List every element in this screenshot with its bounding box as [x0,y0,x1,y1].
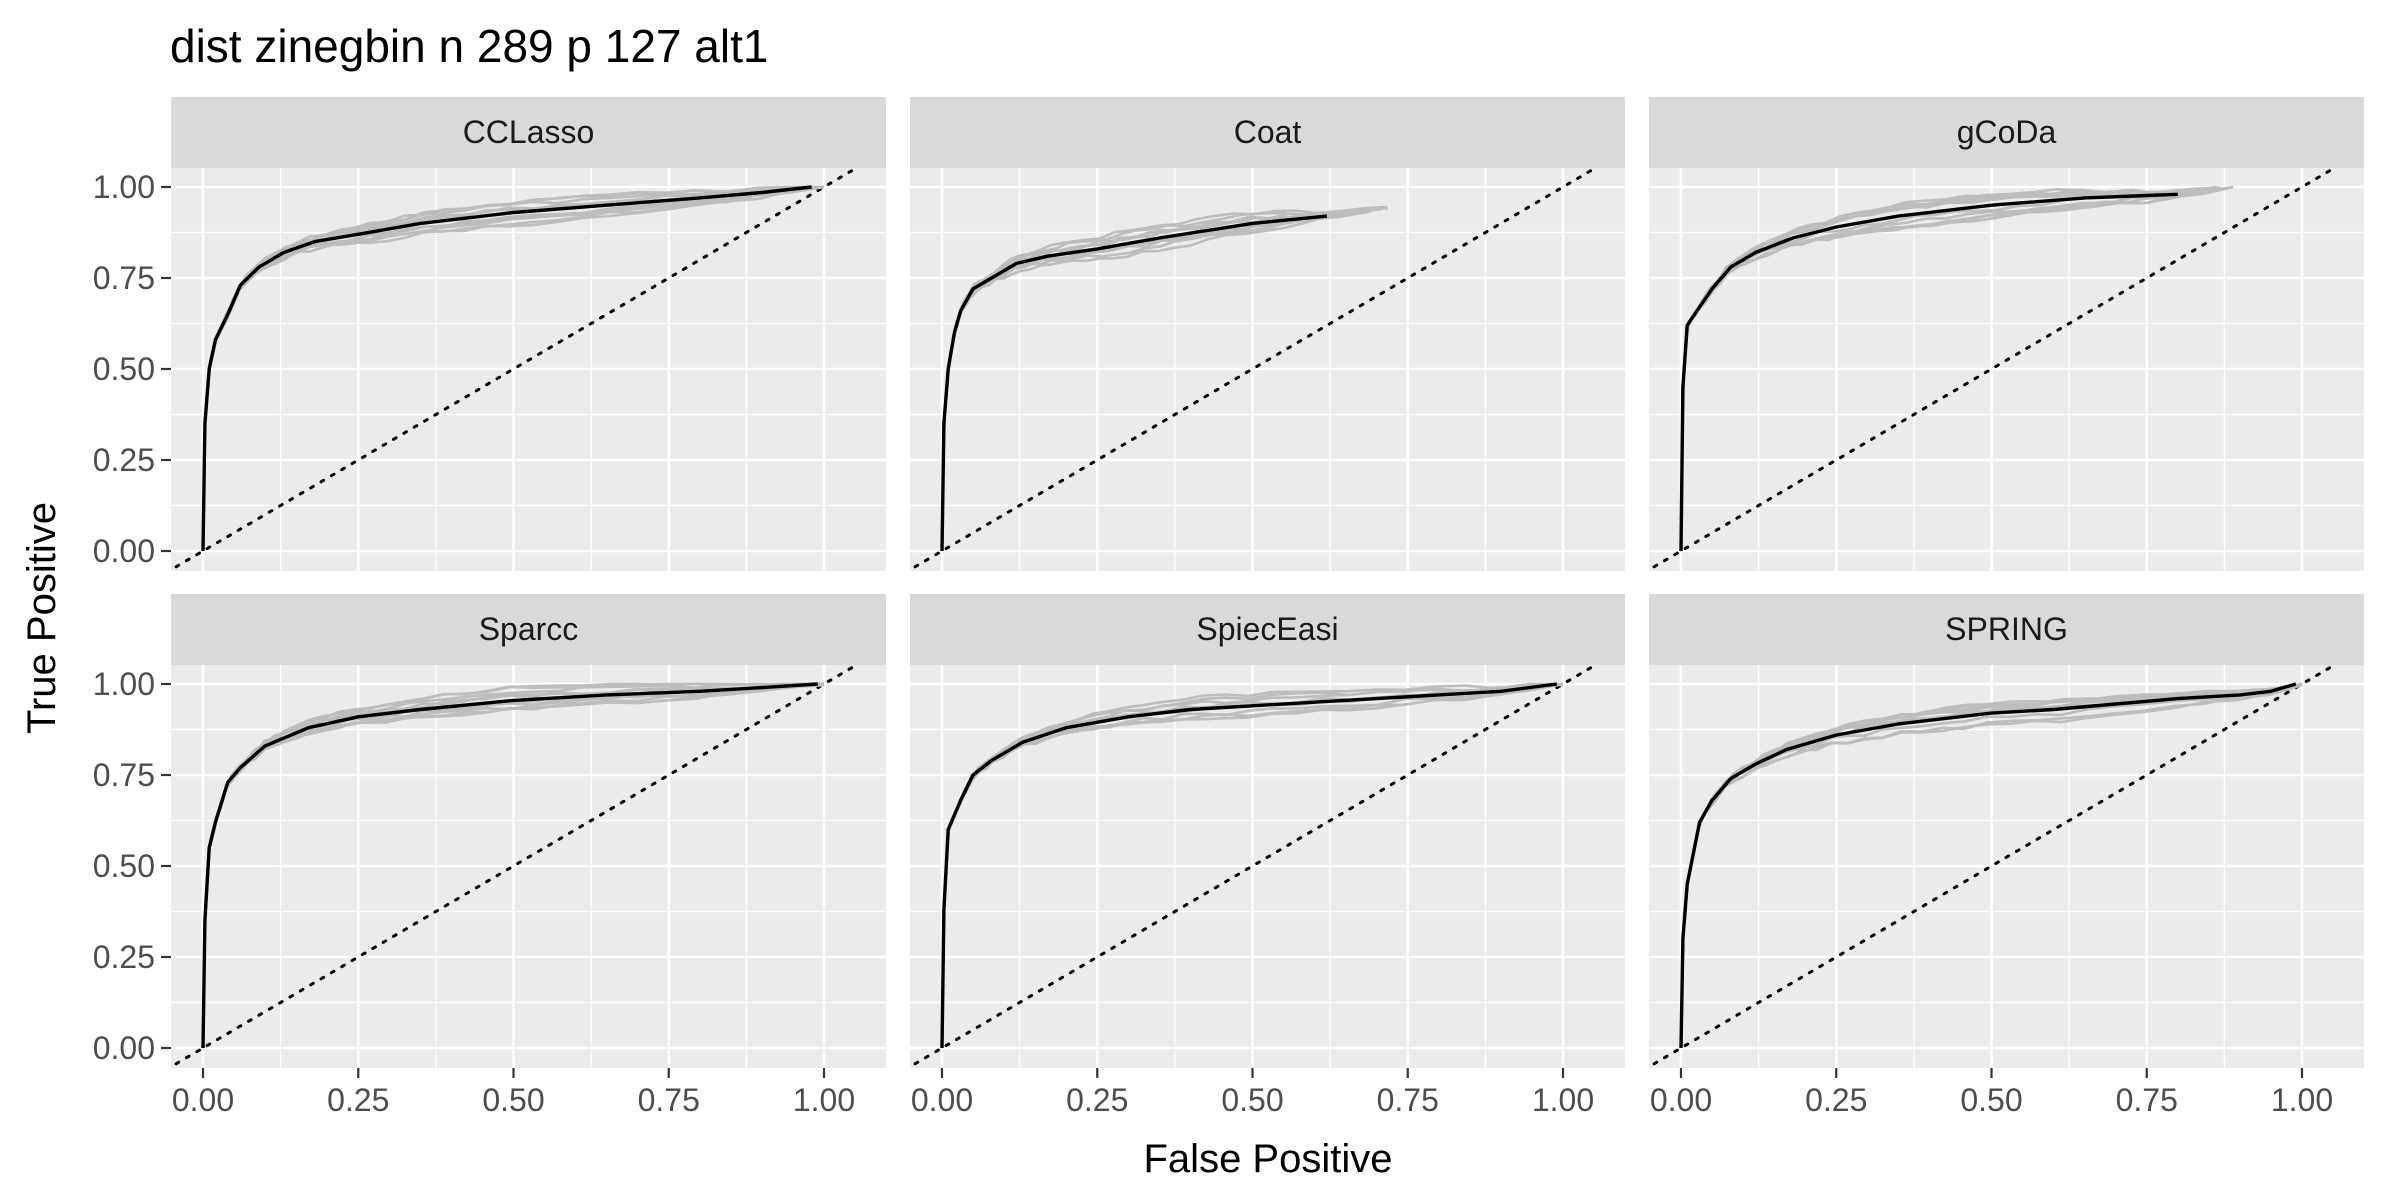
facet-panel-spring: SPRING 0.00 0.25 0.50 0.75 1.00 [1649,594,2364,1118]
facet-strip-label: gCoDa [1957,114,2057,150]
diagonal-reference-line [910,168,1599,571]
facet-strip-label: SPRING [1945,611,2068,647]
grid-lines [910,168,1625,571]
mean-roc-curve [201,682,818,1049]
diagonal-reference-line [1649,168,2338,571]
facet-strip [1649,594,2364,665]
y-tick-label: 0.75 [93,757,155,793]
facet-strip [171,594,886,665]
grid-lines [171,168,886,571]
y-tick-label: 0.50 [93,848,155,884]
x-tick-label: 0.25 [1066,1082,1128,1118]
grid-lines [1649,168,2364,571]
diagonal-reference-line [171,168,860,571]
y-axis-title: True Positive [20,502,64,734]
y-tick-label: 1.00 [93,666,155,702]
x-tick-label: 0.75 [1377,1082,1439,1118]
x-tick-label: 0.50 [482,1082,544,1118]
diagonal-reference-line [910,665,1599,1068]
facet-strip [910,594,1625,665]
facet-panel-coat: Coat [910,97,1625,571]
facet-panel-sparcc: Sparcc 0.00 0.25 0.50 0.75 1.00 0.00 0.25 0.50 0.… [93,594,886,1118]
y-tick-label: 0.75 [93,260,155,296]
x-tick-label: 1.00 [1532,1082,1594,1118]
y-tick-label: 1.00 [93,169,155,205]
facet-strip-label: Coat [1234,114,1302,150]
x-tick-label: 0.25 [327,1082,389,1118]
facet-strip [910,97,1625,168]
x-tick-label: 0.50 [1960,1082,2022,1118]
x-tick-label: 0.75 [638,1082,700,1118]
facet-panel-cclasso: CCLasso 0.00 0.25 0.50 0.75 1.00 [93,97,886,571]
mean-roc-curve [940,682,1558,1049]
x-tick-label: 1.00 [793,1082,855,1118]
facet-strip-label: Sparcc [479,611,579,647]
y-tick-label: 0.50 [93,351,155,387]
x-tick-label: 0.00 [911,1082,973,1118]
x-tick-label: 0.50 [1221,1082,1283,1118]
mean-roc-curve [940,214,1328,552]
facet-panel-gcoda: gCoDa [1649,97,2364,571]
y-tick-label: 0.00 [93,1030,155,1066]
y-tick-label: 0.25 [93,442,155,478]
mean-roc-curve [201,185,812,552]
y-tick-label: 0.00 [93,533,155,569]
grid-lines [910,665,1625,1068]
mean-roc-curve [1679,192,2178,552]
x-axis-title: False Positive [1144,1137,1393,1181]
facet-strip-label: CCLasso [463,114,595,150]
x-tick-label: 0.00 [172,1082,234,1118]
y-tick-label: 0.25 [93,939,155,975]
chart-title: dist zinegbin n 289 p 127 alt1 [170,20,768,72]
x-tick-label: 0.25 [1805,1082,1867,1118]
facet-strip [1649,97,2364,168]
x-tick-label: 0.00 [1650,1082,1712,1118]
x-tick-label: 1.00 [2271,1082,2333,1118]
facet-strip [171,97,886,168]
facet-panel-spieceasi: SpiecEasi 0.00 0.25 0.50 0.75 1.00 [910,594,1625,1118]
x-tick-label: 0.75 [2116,1082,2178,1118]
facet-strip-label: SpiecEasi [1196,611,1338,647]
diagonal-reference-line [171,665,860,1068]
mean-roc-curve [1679,682,2297,1049]
facet-panels: CCLasso 0.00 0.25 0.50 0.75 1.00 Coat gCoDa Spar… [93,97,2364,1118]
diagonal-reference-line [1649,665,2338,1068]
